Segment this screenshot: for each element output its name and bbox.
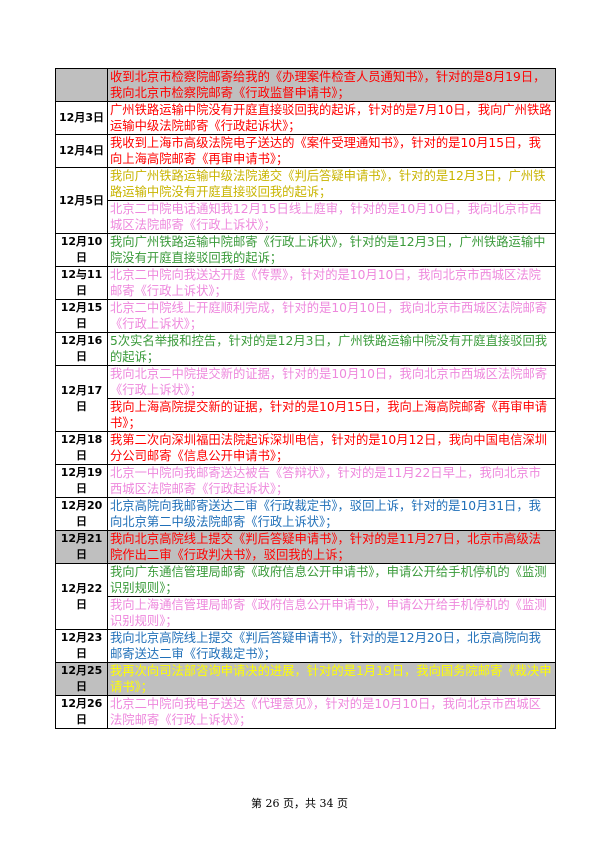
event-cell: 北京高院向我邮寄送达二审《行政裁定书》，驳回上诉，针对的是10月31日，我向北京…	[107, 497, 556, 531]
event-cell: 我向北京高院线上提交《判后答疑申请书》，针对的是11月27日，北京市高级法院作出…	[107, 530, 556, 564]
table-row: 12月3日 广州铁路运输中院没有开庭直接驳回我的起诉，针对的是7月10日，我向广州…	[55, 101, 556, 135]
event-cell: 我向北京二中院提交新的证据，针对的是10月10日，我向北京市西城区法院邮寄《行政…	[107, 365, 556, 432]
event-cell: 我向广东通信管理局邮寄《政府信息公开申请书》，申请公开给手机停机的《监测识别规则…	[107, 563, 556, 630]
date-cell: 12月10日	[55, 233, 108, 267]
table-row: 12月26日 北京二中院向我电子送达《代理意见》，针对的是10月10日，我向北京市…	[55, 695, 556, 729]
event-text: 收到北京市检察院邮寄给我的《办理案件检查人员通知书》，针对的是8月19日，我向北…	[110, 70, 546, 100]
date-cell: 12月19日	[55, 464, 108, 498]
date-cell: 12月25日	[55, 662, 108, 696]
date-cell: 12月22日	[55, 563, 108, 630]
table-row: 12月17日 我向北京二中院提交新的证据，针对的是10月10日，我向北京市西城区法…	[55, 365, 556, 432]
event-text: 我再次向司法部咨询申请决的进展，针对的是1月19日，我向国务院邮寄《裁决申请书》…	[110, 664, 552, 694]
page-footer: 第 26 页，共 34 页	[251, 797, 348, 810]
event-cell: 北京二中院线上开庭顺利完成，针对的是10月10日，我向北京市西城区法院邮寄《行政…	[107, 299, 556, 333]
date-cell: 12月3日	[55, 101, 108, 135]
date-cell: 12月21日	[55, 530, 108, 564]
event-cell: 我收到上海市高级法院电子送达的《案件受理通知书》，针对的是10月15日，我向上海…	[107, 134, 556, 168]
event-cell: 北京二中院向我送达开庭《传票》，针对的是10月10日，我向北京市西城区法院邮寄《…	[107, 266, 556, 300]
date-cell: 12月4日	[55, 134, 108, 168]
event-cell: 我向广州铁路运输中级法院递交《判后答疑申请书》，针对的是12月3日，广州铁路运输…	[107, 167, 556, 234]
event-text: 我向广州铁路运输中院邮寄《行政上诉状》，针对的是12月3日，广州铁路运输中院没有…	[110, 235, 546, 265]
event-text: 北京二中院向我电子送达《代理意见》，针对的是10月10日，我向北京市西城区法院邮…	[110, 697, 541, 727]
event-cell: 我第二次向深圳福田法院起诉深圳电信，针对的是10月12日，我向中国电信深圳分公司…	[107, 431, 556, 465]
event-text: 我向广东通信管理局邮寄《政府信息公开申请书》，申请公开给手机停机的《监测识别规则…	[110, 565, 547, 595]
event-cell: 北京二中院向我电子送达《代理意见》，针对的是10月10日，我向北京市西城区法院邮…	[107, 695, 556, 729]
table-row: 12月10日 我向广州铁路运输中院邮寄《行政上诉状》，针对的是12月3日，广州铁路…	[55, 233, 556, 267]
table-row: 12月19日 北京一中院向我邮寄送达被告《答辩状》，针对的是11月22日早上，我向…	[55, 464, 556, 498]
date-cell	[55, 68, 108, 102]
event-text: 我第二次向深圳福田法院起诉深圳电信，针对的是10月12日，我向中国电信深圳分公司…	[110, 433, 548, 463]
date-cell: 12与11日	[55, 266, 108, 300]
event-text: 5次实名举报和控告，针对的是12月3日，广州铁路运输中院没有开庭直接驳回我的起诉…	[110, 334, 548, 364]
date-cell: 12月20日	[55, 497, 108, 531]
event-cell: 我再次向司法部咨询申请决的进展，针对的是1月19日，我向国务院邮寄《裁决申请书》…	[107, 662, 556, 696]
event-cell: 我向北京高院线上提交《判后答疑申请书》，针对的是12月20日，北京高院向我邮寄送…	[107, 629, 556, 663]
table-row: 12月5日 我向广州铁路运输中级法院递交《判后答疑申请书》，针对的是12月3日，广…	[55, 167, 556, 234]
event-cell: 北京一中院向我邮寄送达被告《答辩状》，针对的是11月22日早上，我向北京市西城区…	[107, 464, 556, 498]
date-cell: 12月17日	[55, 365, 108, 432]
table-row: 12月15日 北京二中院线上开庭顺利完成，针对的是10月10日，我向北京市西城区法…	[55, 299, 556, 333]
event-text: 我收到上海市高级法院电子送达的《案件受理通知书》，针对的是10月15日，我向上海…	[110, 136, 541, 166]
event-text: 广州铁路运输中院没有开庭直接驳回我的起诉，针对的是7月10日，我向广州铁路运输中…	[110, 103, 552, 133]
table-area: 收到北京市检察院邮寄给我的《办理案件检查人员通知书》，针对的是8月19日，我向北…	[55, 68, 556, 749]
table-row: 12与11日 北京二中院向我送达开庭《传票》，针对的是10月10日，我向北京市西城…	[55, 266, 556, 300]
date-cell: 12月23日	[55, 629, 108, 663]
table-row: 12月20日 北京高院向我邮寄送达二审《行政裁定书》，驳回上诉，针对的是10月31…	[55, 497, 556, 531]
date-cell: 12月5日	[55, 167, 108, 234]
date-cell: 12月16日	[55, 332, 108, 366]
table-row: 12月23日 我向北京高院线上提交《判后答疑申请书》，针对的是12月20日，北京高…	[55, 629, 556, 663]
event-cell: 5次实名举报和控告，针对的是12月3日，广州铁路运输中院没有开庭直接驳回我的起诉…	[107, 332, 556, 366]
event-cell: 我向广州铁路运输中院邮寄《行政上诉状》，针对的是12月3日，广州铁路运输中院没有…	[107, 233, 556, 267]
table-row: 12月25日 我再次向司法部咨询申请决的进展，针对的是1月19日，我向国务院邮寄《…	[55, 662, 556, 696]
table-row: 12月21日 我向北京高院线上提交《判后答疑申请书》，针对的是11月27日，北京市…	[55, 530, 556, 564]
event-text: 我向上海高院提交新的证据，针对的是10月15日，我向上海高院邮寄《再审申请书》；	[108, 398, 555, 431]
table-row: 12月18日 我第二次向深圳福田法院起诉深圳电信，针对的是10月12日，我向中国电…	[55, 431, 556, 465]
event-cell: 收到北京市检察院邮寄给我的《办理案件检查人员通知书》，针对的是8月19日，我向北…	[107, 68, 556, 102]
table-row: 收到北京市检察院邮寄给我的《办理案件检查人员通知书》，针对的是8月19日，我向北…	[55, 68, 556, 102]
event-text: 北京一中院向我邮寄送达被告《答辩状》，针对的是11月22日早上，我向北京市西城区…	[110, 466, 541, 496]
event-cell: 广州铁路运输中院没有开庭直接驳回我的起诉，针对的是7月10日，我向广州铁路运输中…	[107, 101, 556, 135]
event-text: 我向上海通信管理局邮寄《政府信息公开申请书》，申请公开给手机停机的《监测识别规则…	[108, 596, 555, 629]
event-text: 北京二中院线上开庭顺利完成，针对的是10月10日，我向北京市西城区法院邮寄《行政…	[110, 301, 548, 331]
event-text: 北京二中院电话通知我12月15日线上庭审，针对的是10月10日，我向北京市西城区…	[108, 200, 555, 233]
date-cell: 12月18日	[55, 431, 108, 465]
table-row: 12月22日 我向广东通信管理局邮寄《政府信息公开申请书》，申请公开给手机停机的《…	[55, 563, 556, 630]
table-row: 12月4日 我收到上海市高级法院电子送达的《案件受理通知书》，针对的是10月15日…	[55, 134, 556, 168]
event-text: 我向北京高院线上提交《判后答疑申请书》，针对的是11月27日，北京市高级法院作出…	[110, 532, 541, 562]
schedule-table: 收到北京市检察院邮寄给我的《办理案件检查人员通知书》，针对的是8月19日，我向北…	[55, 68, 556, 729]
event-text: 我向北京高院线上提交《判后答疑申请书》，针对的是12月20日，北京高院向我邮寄送…	[110, 631, 541, 661]
date-cell: 12月15日	[55, 299, 108, 333]
table-row: 12月16日 5次实名举报和控告，针对的是12月3日，广州铁路运输中院没有开庭直接…	[55, 332, 556, 366]
event-text: 北京高院向我邮寄送达二审《行政裁定书》，驳回上诉，针对的是10月31日，我向北京…	[110, 499, 541, 529]
event-text: 我向广州铁路运输中级法院递交《判后答疑申请书》，针对的是12月3日，广州铁路运输…	[110, 169, 546, 199]
date-cell: 12月26日	[55, 695, 108, 729]
event-text: 我向北京二中院提交新的证据，针对的是10月10日，我向北京市西城区法院邮寄《行政…	[110, 367, 548, 397]
event-text: 北京二中院向我送达开庭《传票》，针对的是10月10日，我向北京市西城区法院邮寄《…	[110, 268, 541, 298]
